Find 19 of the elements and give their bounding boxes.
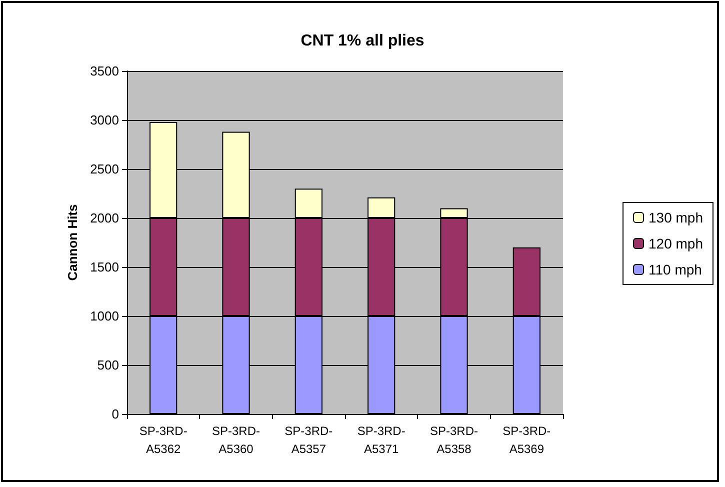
chart-title: CNT 1% all plies — [300, 32, 424, 50]
y-tick-label: 3500 — [90, 64, 119, 78]
y-tick-label: 0 — [112, 406, 119, 422]
y-tick-label: 500 — [97, 358, 119, 372]
x-tick-label: SP-3RD-A5360 — [212, 424, 260, 456]
x-tick-label: SP-3RD-A5369 — [502, 424, 551, 456]
y-tick-label: 1500 — [90, 260, 119, 274]
x-tick-label: SP-3RD-A5358 — [430, 424, 478, 456]
y-tick-label: 2000 — [90, 210, 119, 226]
x-tick-label: SP-3RD-A5371 — [357, 424, 406, 456]
x-tick-label: SP-3RD-A5362 — [139, 424, 188, 456]
x-tick-label: SP-3RD-A5357 — [284, 424, 333, 456]
y-tick-label: 3000 — [90, 112, 119, 128]
y-axis-title: Cannon Hits — [65, 204, 80, 281]
legend-label: 130 mph — [648, 210, 703, 226]
y-tick-label: 2500 — [90, 162, 119, 176]
y-tick-label: 1000 — [90, 308, 119, 324]
legend-label: 110 mph — [648, 262, 702, 278]
legend-label: 120 mph — [648, 236, 703, 252]
